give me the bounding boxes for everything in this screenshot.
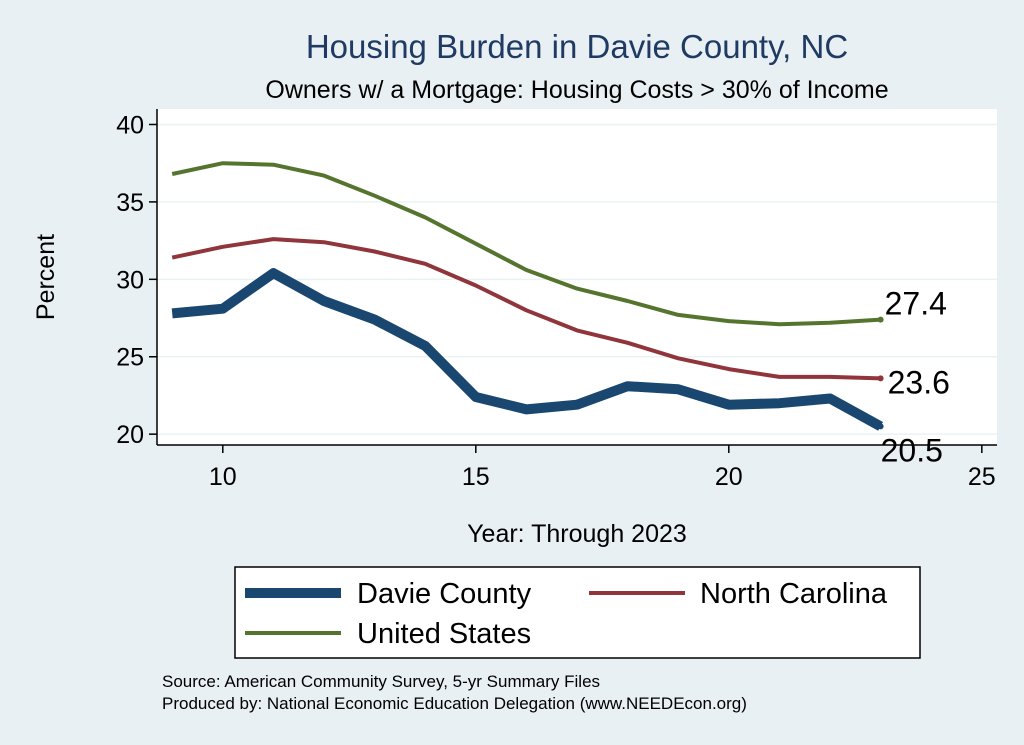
legend: Davie County North Carolina United State… [234, 566, 921, 659]
x-tick-label-20: 20 [715, 463, 743, 491]
end-label-north-carolina: 23.6 [888, 364, 950, 400]
x-tick-label-15: 15 [462, 463, 490, 491]
end-labels: 27.4 23.6 20.5 [881, 286, 950, 469]
end-marker-united-states [877, 316, 884, 323]
x-tick-label-25: 25 [968, 463, 996, 491]
end-label-davie-county: 20.5 [881, 432, 943, 468]
legend-label-davie-county: Davie County [357, 578, 532, 610]
source-note: Source: American Community Survey, 5-yr … [162, 672, 600, 691]
y-tick-label-25: 25 [116, 344, 144, 372]
x-tick-label-10: 10 [209, 463, 237, 491]
legend-box [234, 566, 921, 659]
legend-label-north-carolina: North Carolina [700, 578, 888, 610]
series-line-davie-county [171, 268, 884, 431]
y-tick-label-35: 35 [116, 189, 144, 217]
end-label-united-states: 27.4 [885, 286, 947, 322]
x-axis-title: Year: Through 2023 [467, 520, 687, 548]
y-tick-label-40: 40 [116, 111, 144, 139]
end-marker-davie-county [877, 423, 884, 430]
legend-label-united-states: United States [357, 618, 531, 650]
axes [149, 109, 997, 453]
series-line-north-carolina [171, 237, 881, 381]
y-axis-title: Percent [32, 234, 60, 320]
y-tick-label-30: 30 [116, 266, 144, 294]
plot-area [157, 109, 997, 445]
chart-subtitle: Owners w/ a Mortgage: Housing Costs > 30… [265, 76, 888, 104]
producer-note: Produced by: National Economic Education… [162, 694, 747, 713]
series-line-united-states [171, 161, 881, 327]
tick-labels: 20 25 30 35 40 10 15 20 25 [116, 111, 996, 491]
series-lines [171, 161, 884, 431]
end-marker-north-carolina [877, 375, 884, 382]
y-tick-label-20: 20 [116, 421, 144, 449]
chart-title: Housing Burden in Davie County, NC [306, 28, 848, 65]
gridlines [157, 123, 997, 435]
